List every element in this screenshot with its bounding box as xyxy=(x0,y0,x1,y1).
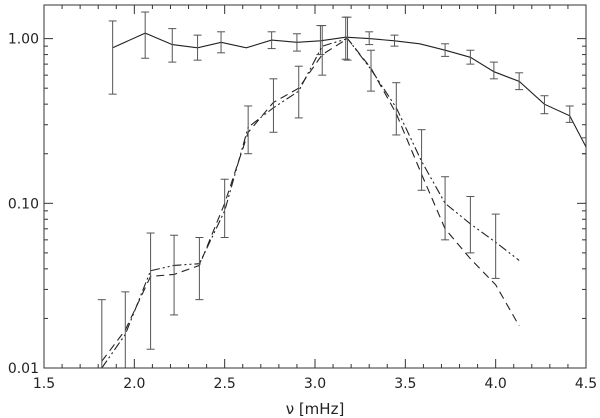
series-dashed xyxy=(101,37,520,362)
x-tick-label: 3.0 xyxy=(304,376,326,392)
series-line-dashed xyxy=(101,37,520,362)
axis-layer: 1.5 2.0 2.5 3.0 3.5 4.0 4.5 0.01 0.10 1.00 xyxy=(8,5,597,392)
x-tick-label: 4.0 xyxy=(485,376,507,392)
x-tick-label: 1.5 xyxy=(33,376,55,392)
y-tick-label: 1.00 xyxy=(8,32,39,48)
y-tick-label: 0.01 xyxy=(8,361,39,377)
x-tick-label: 4.5 xyxy=(575,376,597,392)
x-tick-label: 3.5 xyxy=(394,376,416,392)
x-tick-label: 2.5 xyxy=(214,376,236,392)
series-dash-dot xyxy=(97,16,520,368)
x-axis-label: ν [mHz] xyxy=(286,400,345,418)
y-tick-label: 0.10 xyxy=(8,196,39,212)
series-line-solid xyxy=(112,32,586,148)
series-line-dash-dot xyxy=(101,37,520,368)
data-layer xyxy=(97,11,586,368)
series-solid xyxy=(108,11,586,155)
x-tick-label: 2.0 xyxy=(123,376,145,392)
